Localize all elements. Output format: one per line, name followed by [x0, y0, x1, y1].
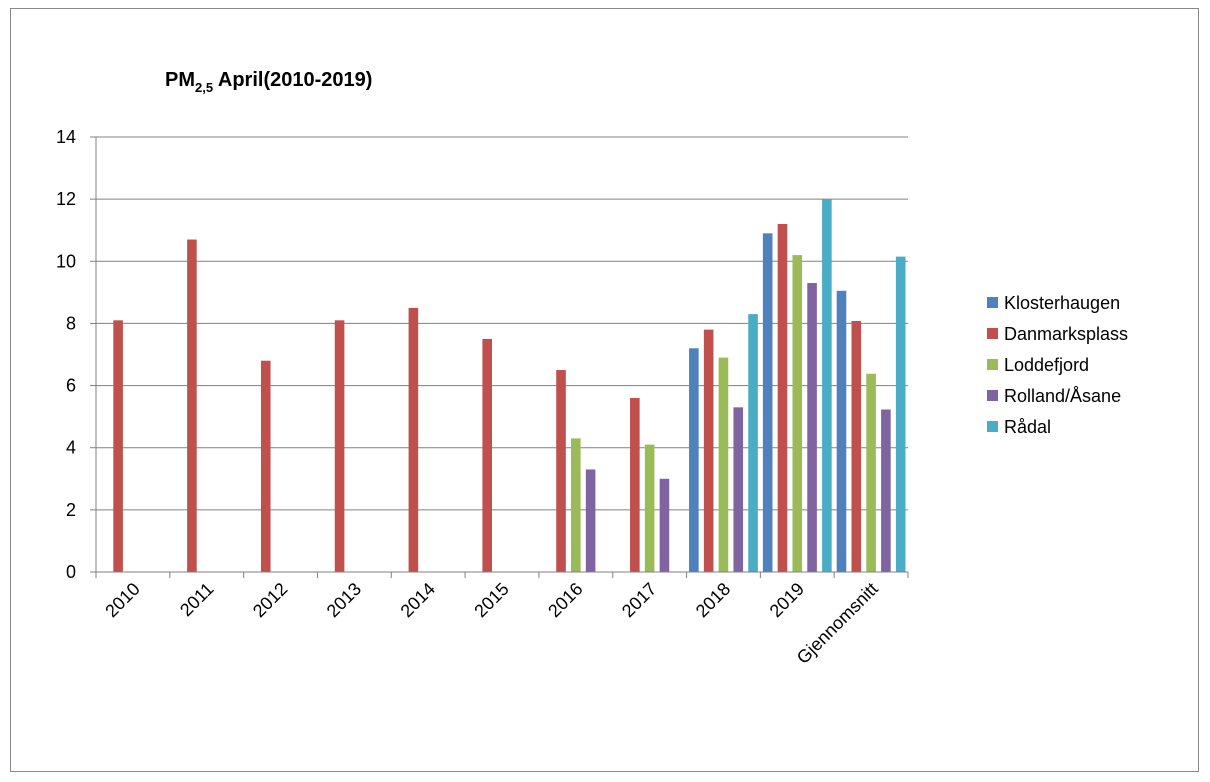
y-tick-label: 4 [66, 438, 76, 458]
bar-Gjennomsnitt-Loddefjord [866, 373, 876, 572]
grid-lines [90, 136, 908, 573]
legend: Klosterhaugen Danmarksplass Loddefjord Roll… [987, 293, 1128, 437]
x-tick-label: 2019 [766, 579, 808, 621]
legend-swatch [987, 359, 998, 370]
bar-Gjennomsnitt-Rolland/Åsane [881, 409, 891, 572]
bar-2013-Danmarksplass [334, 320, 345, 572]
bar-2019-Klosterhaugen [762, 233, 773, 573]
bar-Gjennomsnitt-Danmarksplass [851, 320, 862, 572]
legend-swatch [987, 390, 998, 401]
bar-2018-Rådal [748, 314, 758, 572]
legend-label: Rådal [1004, 417, 1051, 437]
legend-swatch [987, 421, 998, 432]
bar-2019-Rådal [822, 199, 832, 572]
bar-2014-Danmarksplass [408, 307, 419, 572]
bars [113, 199, 906, 573]
legend-label: Klosterhaugen [1004, 293, 1120, 313]
bar-Gjennomsnitt-Klosterhaugen [836, 290, 847, 572]
bar-2019-Rolland/Åsane [807, 283, 817, 572]
chart-title: PM2,5 April(2010-2019) [165, 69, 372, 95]
legend-swatch [987, 297, 998, 308]
y-tick-label: 10 [56, 251, 76, 271]
bar-2018-Klosterhaugen [689, 348, 699, 572]
bar-2019-Loddefjord [792, 255, 803, 573]
bar-2016-Loddefjord [571, 438, 581, 572]
x-tick-label: 2013 [323, 579, 365, 621]
y-tick-label: 14 [56, 127, 76, 147]
x-tick-label: 2017 [618, 579, 660, 621]
bar-2017-Rolland/Åsane [659, 478, 670, 572]
x-tick-label: 2012 [249, 579, 291, 621]
chart-title-rest: April(2010-2019) [213, 69, 372, 91]
bar-2010-Danmarksplass [113, 320, 123, 572]
bar-2018-Rolland/Åsane [733, 407, 744, 572]
bar-2017-Loddefjord [644, 444, 655, 572]
legend-label: Danmarksplass [1004, 324, 1128, 344]
legend-swatch [987, 328, 998, 339]
bar-Gjennomsnitt-Rådal [895, 256, 906, 572]
bar-2015-Danmarksplass [482, 338, 492, 572]
x-tick-label: 2011 [176, 579, 218, 621]
chart-title-main: PM [165, 69, 195, 91]
bar-2016-Rolland/Åsane [585, 469, 596, 572]
x-tick-label: 2015 [470, 579, 512, 621]
bar-2019-Danmarksplass [777, 224, 788, 572]
y-tick-label: 2 [66, 500, 76, 520]
y-tick-labels: 0 2 4 6 8 10 12 14 [56, 127, 76, 582]
bar-2018-Loddefjord [718, 357, 729, 572]
x-tick-labels: 2010 2011 2012 2013 2014 2015 2016 2017 2018 2019… [101, 579, 882, 668]
bar-2017-Danmarksplass [630, 398, 640, 572]
chart-frame [10, 8, 1199, 772]
legend-label: Rolland/Åsane [1004, 386, 1121, 406]
bar-2016-Danmarksplass [556, 370, 566, 572]
chart-title-sub: 2,5 [195, 80, 213, 95]
x-tick-label: 2016 [544, 579, 586, 621]
y-tick-label: 8 [66, 313, 76, 333]
x-tick-label: 2014 [397, 579, 439, 621]
bar-2011-Danmarksplass [187, 239, 197, 573]
bar-2012-Danmarksplass [260, 360, 271, 572]
y-tick-label: 12 [56, 189, 76, 209]
y-tick-label: 0 [66, 562, 76, 582]
x-tick-label: 2010 [101, 579, 143, 621]
bar-2018-Danmarksplass [703, 329, 714, 572]
y-tick-label: 6 [66, 376, 76, 396]
x-tick-label: 2018 [692, 579, 734, 621]
legend-label: Loddefjord [1004, 355, 1089, 375]
axes [95, 137, 909, 578]
